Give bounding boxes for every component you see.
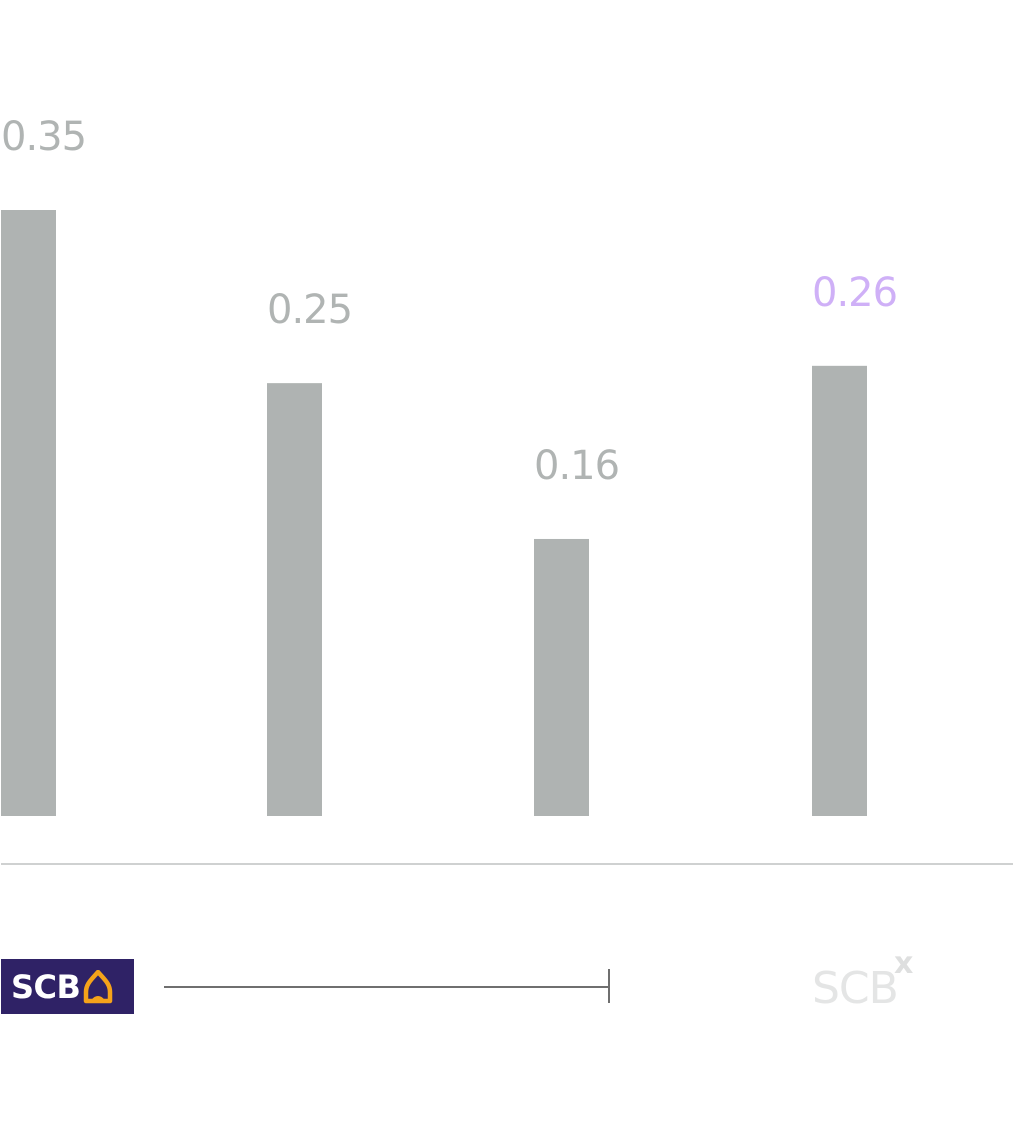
scb-logo-text: SCB xyxy=(11,967,81,1006)
range-end-tick xyxy=(608,969,610,1003)
scbx-logo: SCB x xyxy=(812,949,927,1014)
bar-chart: 0.35 0.25 0.16 0.26 xyxy=(1,114,898,816)
bar-3 xyxy=(534,538,589,816)
scb-logo: SCB xyxy=(1,959,134,1014)
bar-value-label-2: 0.25 xyxy=(267,287,352,333)
scbx-logo-superscript: x xyxy=(894,946,914,981)
bar-2 xyxy=(267,383,322,816)
bar-value-label-4: 0.26 xyxy=(812,270,897,316)
bar-4 xyxy=(812,365,867,816)
bar-value-label-3: 0.16 xyxy=(534,443,619,489)
scbx-logo-text: SCB xyxy=(812,963,899,1014)
bar-1 xyxy=(1,210,56,816)
chart-baseline xyxy=(1,863,1013,865)
scb-bell-icon xyxy=(84,969,113,1003)
range-line xyxy=(164,986,610,988)
bar-value-label-1: 0.35 xyxy=(1,114,86,160)
